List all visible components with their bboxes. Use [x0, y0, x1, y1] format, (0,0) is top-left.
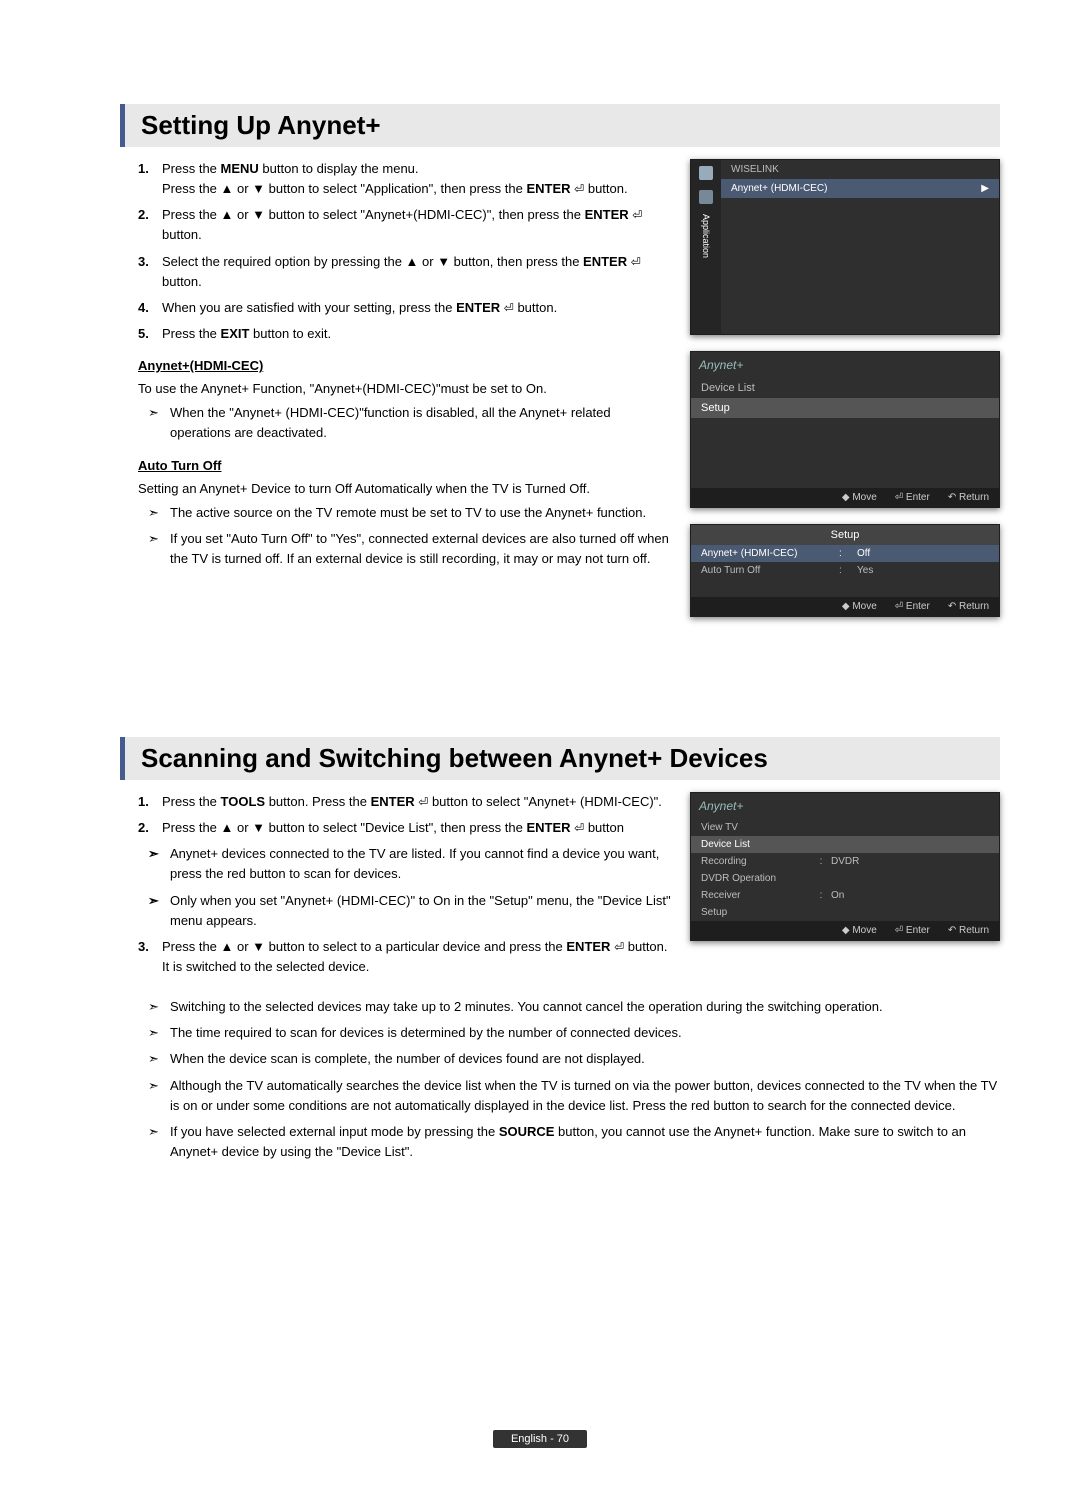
- tv-setup-panel: Setup Anynet+ (HDMI-CEC):OffAuto Turn Of…: [690, 524, 1000, 617]
- device-row: Receiver:On: [691, 887, 999, 904]
- device-row: Device List: [691, 836, 999, 853]
- menu-item: Device List: [691, 378, 999, 398]
- panel-footer: ◆ Move ⏎ Enter ↶ Return: [691, 921, 999, 940]
- step-item: 1.Press the TOOLS button. Press the ENTE…: [138, 792, 672, 812]
- tv-application-panel: Application WISELINK Anynet+ (HDMI-CEC) …: [690, 159, 1000, 335]
- note-item: ➣If you set "Auto Turn Off" to "Yes", co…: [148, 529, 672, 569]
- sub2-para: Setting an Anynet+ Device to turn Off Au…: [138, 479, 672, 499]
- setup-title: Setup: [691, 525, 999, 545]
- step-item: 1.Press the MENU button to display the m…: [138, 159, 672, 199]
- sub2-head: Auto Turn Off: [138, 458, 672, 473]
- note-item: ➣Anynet+ devices connected to the TV are…: [148, 844, 672, 884]
- panel-footer: ◆ Move ⏎ Enter ↶ Return: [691, 488, 999, 507]
- sidebar-label: Application: [701, 214, 711, 258]
- app-row-wiselink: WISELINK: [721, 160, 999, 179]
- step-item: 2.Press the ▲ or ▼ button to select "Any…: [138, 205, 672, 245]
- note-item: ➣Only when you set "Anynet+ (HDMI-CEC)" …: [148, 891, 672, 931]
- step-item: 4.When you are satisfied with your setti…: [138, 298, 672, 318]
- page-number: English - 70: [493, 1430, 587, 1448]
- step-item: 2.Press the ▲ or ▼ button to select "Dev…: [138, 818, 672, 838]
- chevron-right-icon: ▶: [981, 183, 989, 194]
- step-item: 3.Select the required option by pressing…: [138, 252, 672, 292]
- device-row: Setup: [691, 904, 999, 921]
- wiselink-icon: [699, 166, 713, 180]
- note-item: ➣Although the TV automatically searches …: [148, 1076, 1000, 1116]
- tv-device-panel: Anynet+ View TVDevice ListRecording:DVDR…: [690, 792, 1000, 941]
- page-footer: English - 70: [0, 1429, 1080, 1448]
- device-row: DVDR Operation: [691, 870, 999, 887]
- section2-body: 1.Press the TOOLS button. Press the ENTE…: [120, 792, 672, 983]
- sub1-note: ➣When the "Anynet+ (HDMI-CEC)"function i…: [148, 403, 672, 443]
- setup-row: Anynet+ (HDMI-CEC):Off: [691, 545, 999, 562]
- device-row: Recording:DVDR: [691, 853, 999, 870]
- sub1-para: To use the Anynet+ Function, "Anynet+(HD…: [138, 379, 672, 399]
- tv-devicelist-panel: Anynet+ Device ListSetup ◆ Move ⏎ Enter …: [690, 351, 1000, 508]
- step-item: 5.Press the EXIT button to exit.: [138, 324, 672, 344]
- note-item: ➣The time required to scan for devices i…: [148, 1023, 1000, 1043]
- note-item: ➣If you have selected external input mod…: [148, 1122, 1000, 1162]
- menu-item: Setup: [691, 398, 999, 418]
- setup-row: Auto Turn Off:Yes: [691, 562, 999, 579]
- step-item: 3.Press the ▲ or ▼ button to select to a…: [138, 937, 672, 977]
- app-row-anynet: Anynet+ (HDMI-CEC) ▶: [721, 179, 999, 198]
- note-item: ➣When the device scan is complete, the n…: [148, 1049, 1000, 1069]
- device-row: View TV: [691, 819, 999, 836]
- note-item: ➣Switching to the selected devices may t…: [148, 997, 1000, 1017]
- section1-title: Setting Up Anynet+: [120, 104, 1000, 147]
- panel-footer: ◆ Move ⏎ Enter ↶ Return: [691, 597, 999, 616]
- anynet-brand: Anynet+: [691, 352, 999, 378]
- section1-body: 1.Press the MENU button to display the m…: [120, 159, 672, 617]
- anynet-brand: Anynet+: [691, 793, 999, 819]
- section2-title: Scanning and Switching between Anynet+ D…: [120, 737, 1000, 780]
- note-item: ➣The active source on the TV remote must…: [148, 503, 672, 523]
- anynet-icon: [699, 190, 713, 204]
- sub1-head: Anynet+(HDMI-CEC): [138, 358, 672, 373]
